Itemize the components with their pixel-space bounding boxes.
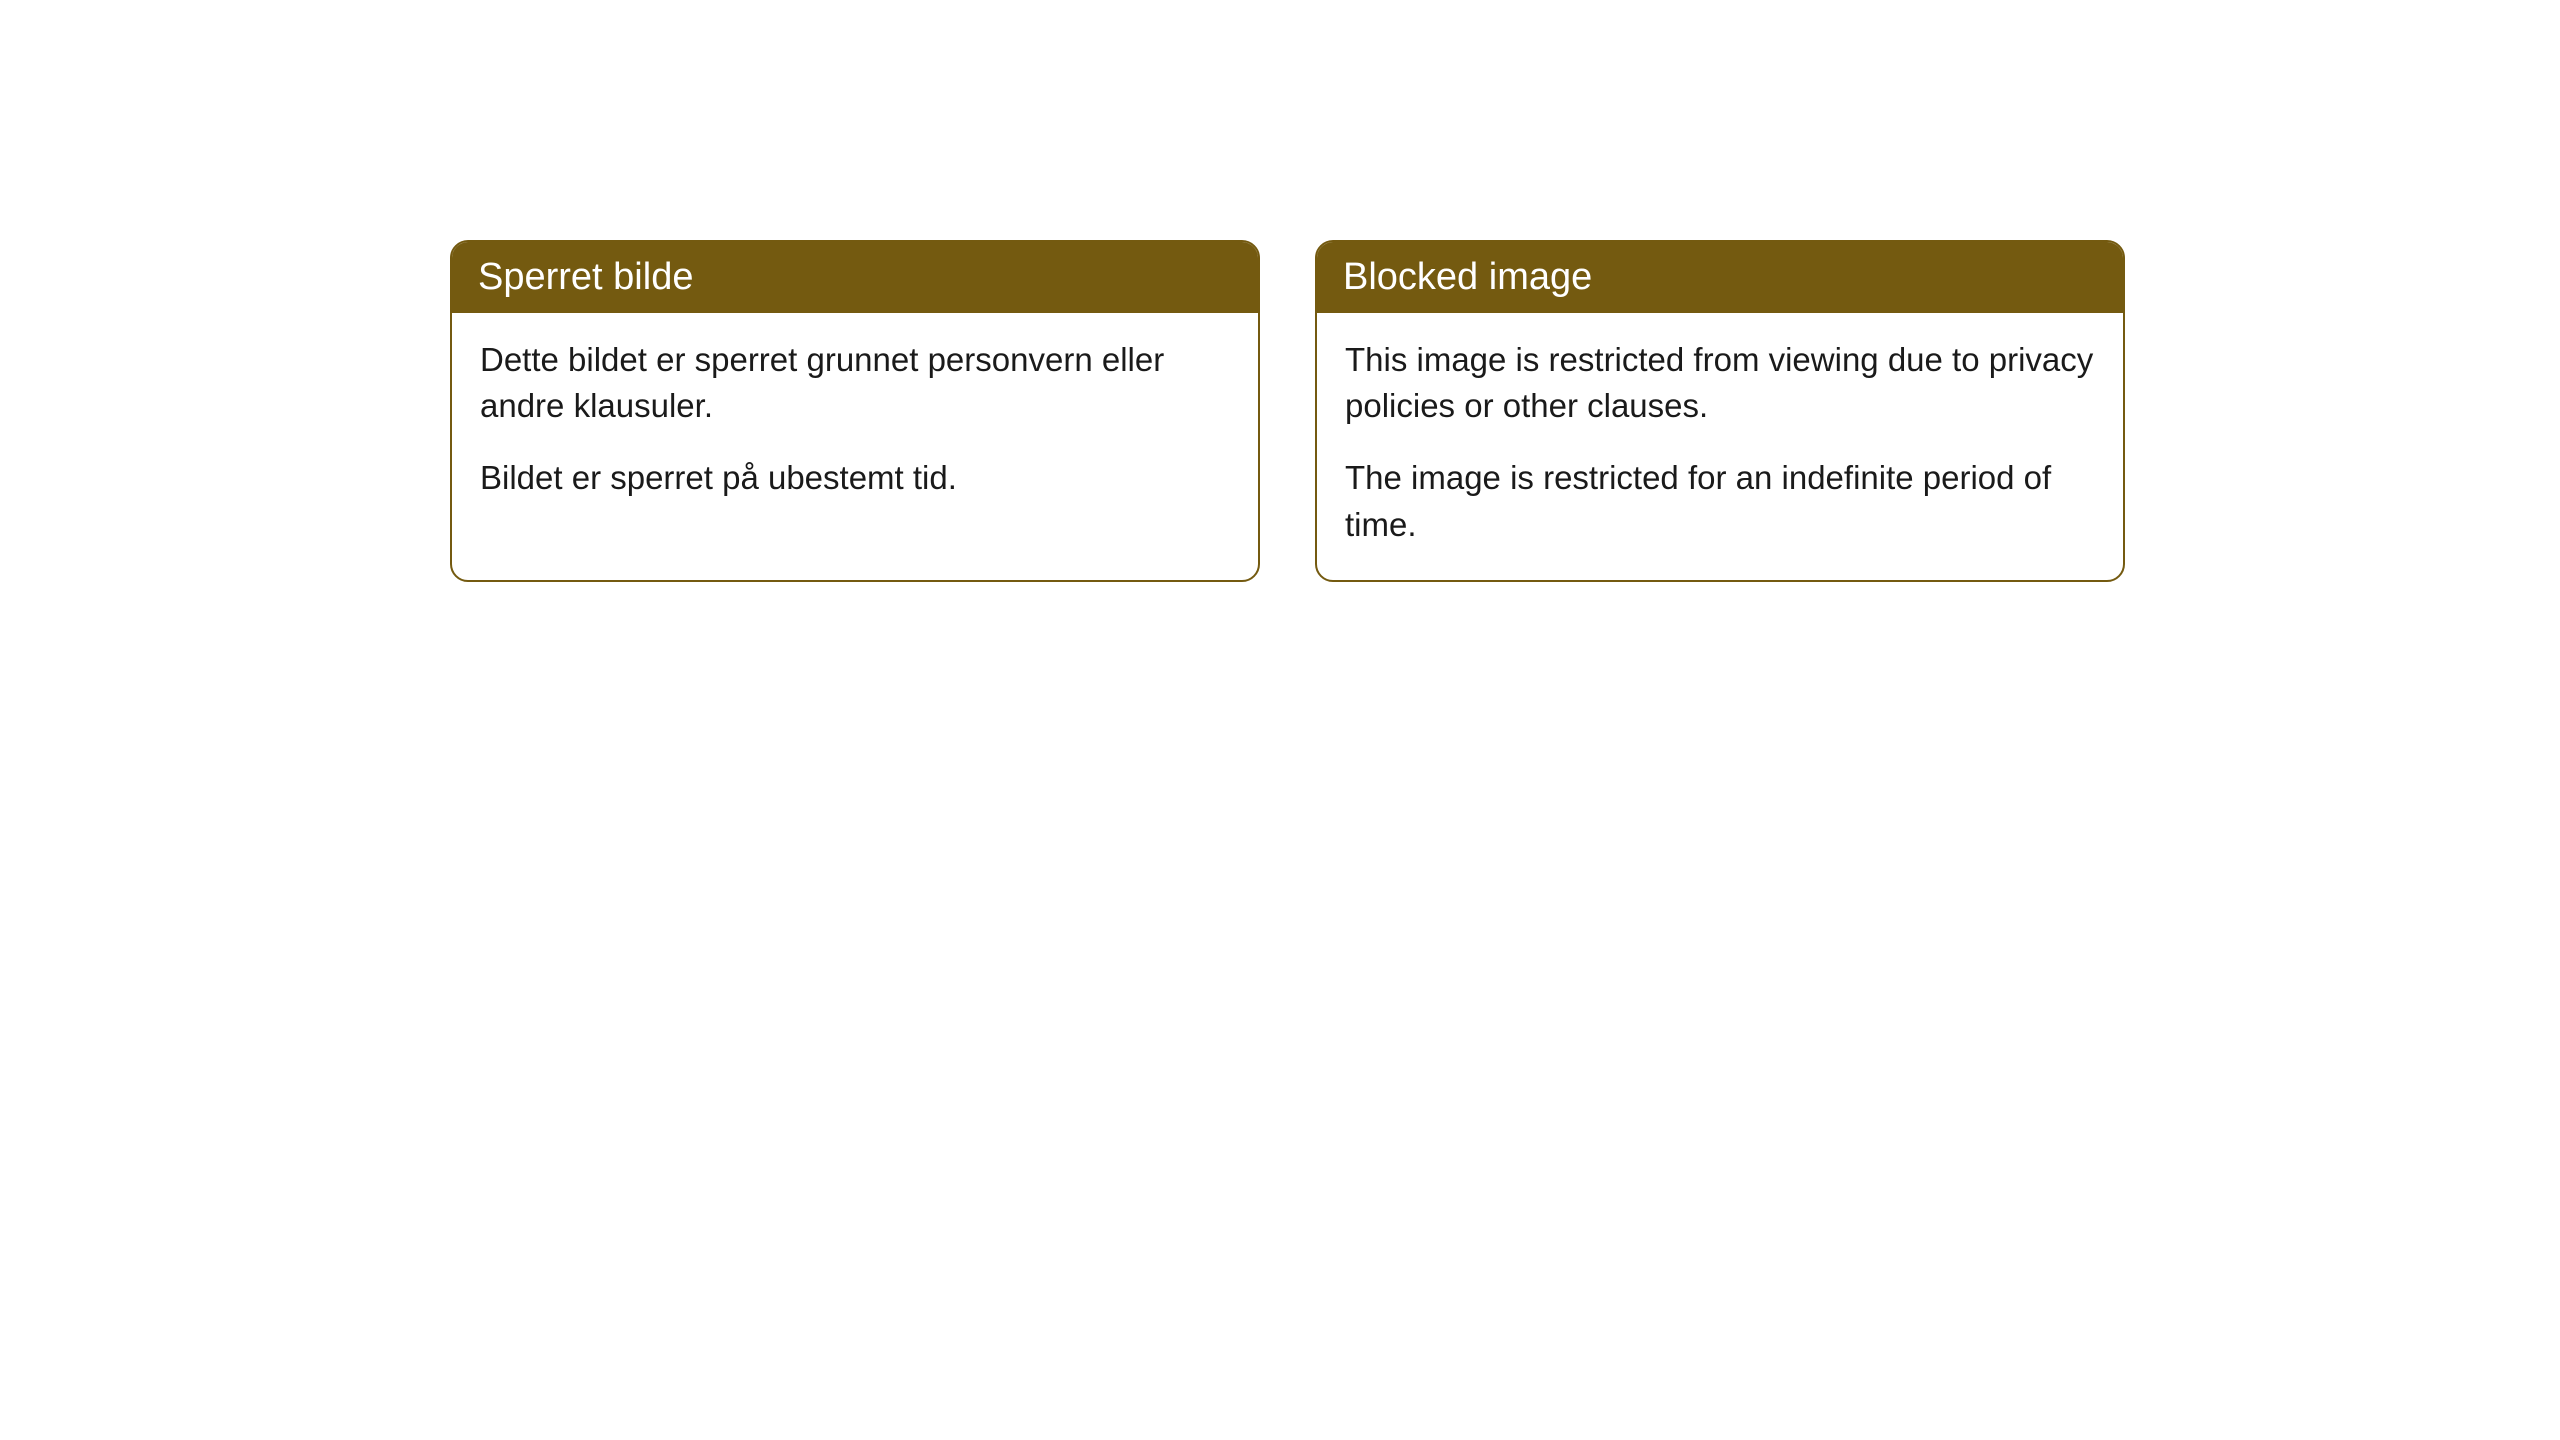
notice-card-norwegian: Sperret bilde Dette bildet er sperret gr… (450, 240, 1260, 582)
notice-card-english: Blocked image This image is restricted f… (1315, 240, 2125, 582)
card-text-norwegian-1: Dette bildet er sperret grunnet personve… (480, 337, 1230, 429)
notice-cards-container: Sperret bilde Dette bildet er sperret gr… (450, 240, 2125, 582)
card-text-english-1: This image is restricted from viewing du… (1345, 337, 2095, 429)
card-text-english-2: The image is restricted for an indefinit… (1345, 455, 2095, 547)
card-text-norwegian-2: Bildet er sperret på ubestemt tid. (480, 455, 1230, 501)
card-body-english: This image is restricted from viewing du… (1317, 313, 2123, 580)
card-header-english: Blocked image (1317, 242, 2123, 313)
card-body-norwegian: Dette bildet er sperret grunnet personve… (452, 313, 1258, 534)
card-header-norwegian: Sperret bilde (452, 242, 1258, 313)
